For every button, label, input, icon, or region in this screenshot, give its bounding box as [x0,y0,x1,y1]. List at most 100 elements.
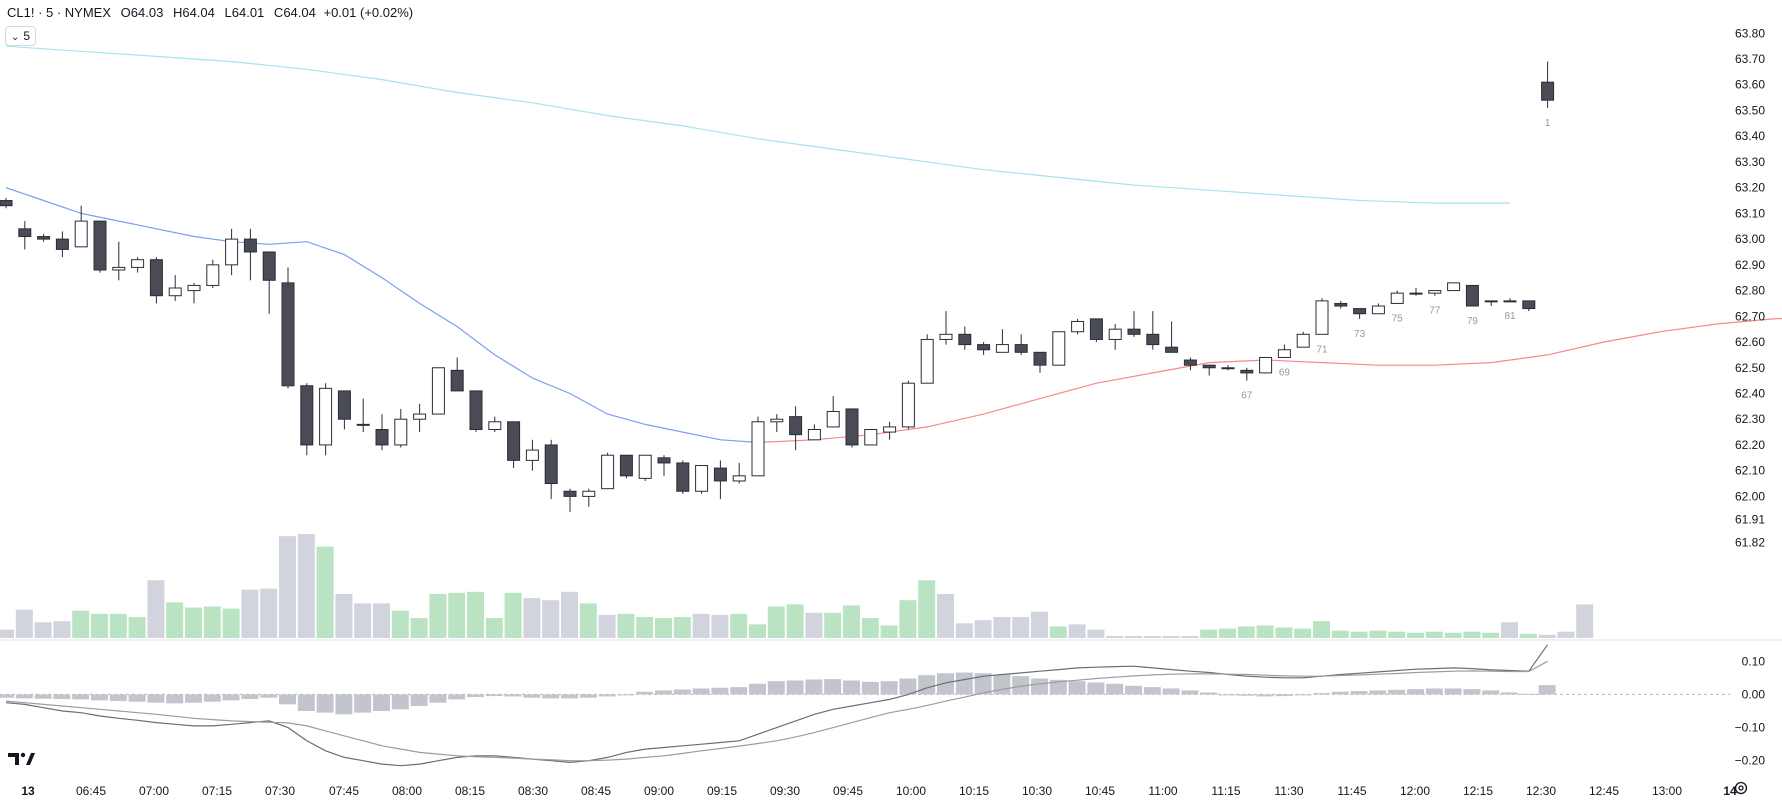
macd-signal-line [5,660,1548,762]
macd-histogram-bar [636,691,654,695]
volume-bar [974,620,992,638]
price-axis[interactable]: 63.80 63.70 63.60 63.50 63.40 63.30 63.20 63.10… [1735,26,1765,549]
candle-body [1447,282,1461,292]
volume-bar [1350,631,1368,638]
candle [1277,344,1291,358]
candle [375,414,389,451]
time-tick-label: 13:00 [1652,784,1682,798]
macd-histogram-bar [410,694,428,707]
macd-histogram-bar [1200,692,1218,695]
candle [958,326,972,350]
volume-bar [1407,632,1424,638]
volume-bar [1425,631,1443,638]
indicators-toggle-button[interactable]: ⌄ 5 [5,26,37,46]
macd-histogram-bar [523,694,541,698]
candle-body [920,338,934,384]
price-tick-label: 62.20 [1735,438,1765,452]
candle-body [883,426,897,433]
candle-body [168,287,182,297]
time-tick-label: 09:15 [707,784,737,798]
macd-histogram-bar [1501,692,1518,695]
time-tick-label: 10:15 [959,784,989,798]
volume-bar [767,606,785,638]
macd-histogram-bar [1369,690,1387,695]
volume-bar [786,604,804,638]
candle [37,233,51,242]
volume-bar [1012,617,1030,638]
macd-histogram-bar [109,694,127,702]
candle [563,488,577,512]
candle [1089,318,1103,343]
volume-bar [316,546,334,638]
time-axis[interactable]: 13 06:45 07:00 07:15 07:30 07:45 08:00 08:15 08:… [21,784,1737,798]
price-tick-label: 63.80 [1735,26,1765,40]
macd-axis[interactable]: 0.10 0.00 −0.10 −0.20 [1735,654,1766,767]
candle [826,396,840,428]
macd-histogram-bar [128,694,146,702]
candle-body [0,200,13,207]
volume-bar [1369,630,1387,638]
volume-bar [1031,611,1048,638]
candle [601,452,615,490]
macd-histogram-bar [899,678,917,695]
symbol-title[interactable]: CL1! · 5 · NYMEX [7,5,112,20]
volume-bar [711,614,729,638]
bar-count-label: 79 [1467,316,1479,327]
candle-body [713,467,727,482]
price-tick-label: 62.50 [1735,361,1765,375]
candle-body [563,490,577,497]
candle [337,390,351,430]
candle [845,408,859,448]
time-tick-label: 08:15 [455,784,485,798]
time-tick-label: 10:30 [1022,784,1052,798]
symbol-legend: CL1! · 5 · NYMEX O64.03 H64.04 L64.01 C6… [7,5,413,20]
ma-long-line [5,45,1510,204]
time-tick-label: 10:45 [1085,784,1115,798]
candle-body [337,390,351,420]
volume-bar [467,591,484,638]
candle [507,421,521,469]
macd-histogram-bar [1463,689,1481,695]
low-label: L [224,5,232,20]
candle [206,259,220,288]
volume-bar [1087,629,1105,638]
candle-body [37,236,51,240]
macd-histogram-bar [692,688,710,695]
macd-histogram-bar [993,674,1011,695]
time-tick-label: 10:00 [896,784,926,798]
candle-body [525,449,539,461]
macd-histogram-bar [1482,690,1500,695]
macd-tick-label: 0.00 [1742,687,1766,701]
macd-histogram-bar [1049,679,1067,695]
macd-histogram-bar [673,689,691,695]
macd-histogram-bar [91,694,108,701]
candle-body [864,429,878,446]
price-tick-label: 62.10 [1735,464,1765,478]
tradingview-logo-icon[interactable] [8,750,36,766]
time-tick-label: 11:45 [1337,784,1366,798]
volume-bar [147,580,165,638]
candle [1240,367,1254,381]
volume-bar [598,614,616,638]
candle-body [1484,300,1498,303]
macd-histogram-bar [34,694,52,699]
macd-histogram-bar [918,675,936,695]
volume-bar [448,592,466,638]
volume-bar [1237,626,1255,638]
gear-icon[interactable] [1733,780,1749,796]
price-tick-label: 62.90 [1735,258,1765,272]
time-tick-label: 09:30 [770,784,800,798]
price-tick-label: 62.70 [1735,309,1765,323]
volume-bar [937,593,954,638]
volume-bar [485,618,503,638]
candle-body [1202,364,1216,369]
candle [225,228,239,276]
candle [1315,298,1329,335]
candle [638,454,652,481]
low-value: 64.01 [231,5,265,20]
candle-body [695,465,709,492]
macd-histogram-bar [1275,694,1293,697]
volume-bar [391,610,409,638]
price-tick-label: 62.00 [1735,489,1765,503]
